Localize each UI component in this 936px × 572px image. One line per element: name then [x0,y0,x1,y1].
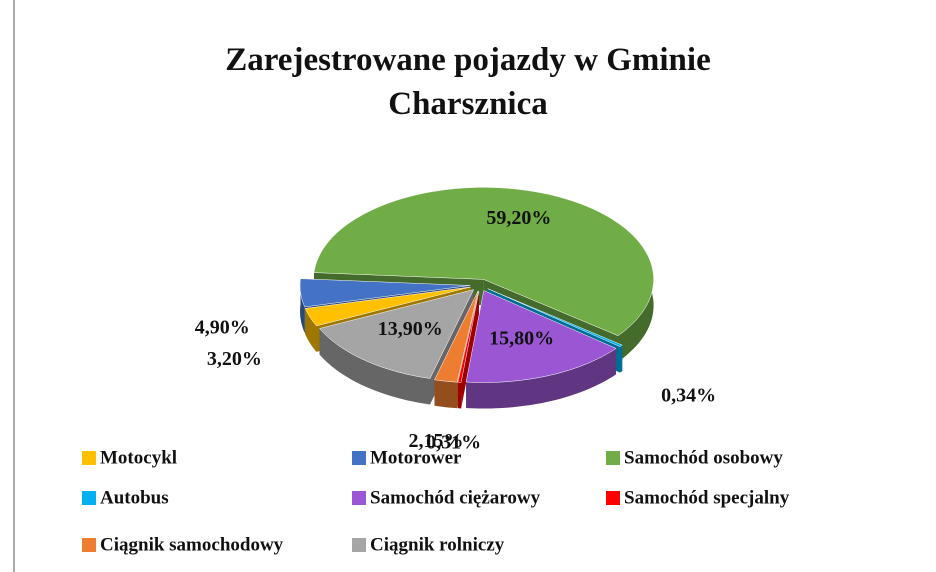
slice-side [620,345,623,373]
data-label: 0,34% [661,385,716,407]
slice-side [457,382,462,409]
slice [434,290,479,383]
data-label: 59,20% [486,207,551,229]
data-label: 0,31% [426,431,481,453]
slice-side [434,379,458,409]
data-label: 15,80% [489,327,554,349]
legend-swatch [82,451,96,465]
slice-side [466,348,616,409]
data-label: 3,20% [207,348,262,370]
legend-swatch [82,538,96,552]
slice [304,286,471,327]
legend-label: Ciągnik samochodowy [100,534,284,555]
legend-label: Samochód specjalny [624,487,790,508]
legend-label: Motocykl [100,447,177,468]
legend-swatch [352,538,366,552]
slice-side [457,291,479,409]
chart-title: Zarejestrowane pojazdy w Gminie Charszni… [225,42,711,122]
slice [457,290,480,383]
legend-label: Samochód ciężarowy [370,487,541,508]
legend-swatch [606,491,620,505]
data-label: 2,15% [408,430,463,452]
legend-label: Motorower [370,447,462,468]
legend-swatch [606,451,620,465]
slice [313,187,654,336]
slice [319,289,475,379]
legend-swatch [352,451,366,465]
legend-label: Ciągnik rolniczy [370,534,505,555]
slice [465,290,617,383]
legend-swatch [82,491,96,505]
legend-label: Samochód osobowy [624,447,783,468]
legend-swatch [352,491,366,505]
data-label: 4,90% [195,317,250,339]
slice-side [300,278,305,333]
slice [299,278,471,308]
data-label: 13,90% [378,318,443,340]
slice-tops [299,187,654,383]
legend-label: Autobus [100,487,169,508]
slice-side [305,308,317,352]
slice-side [319,328,430,405]
slice [487,288,623,347]
